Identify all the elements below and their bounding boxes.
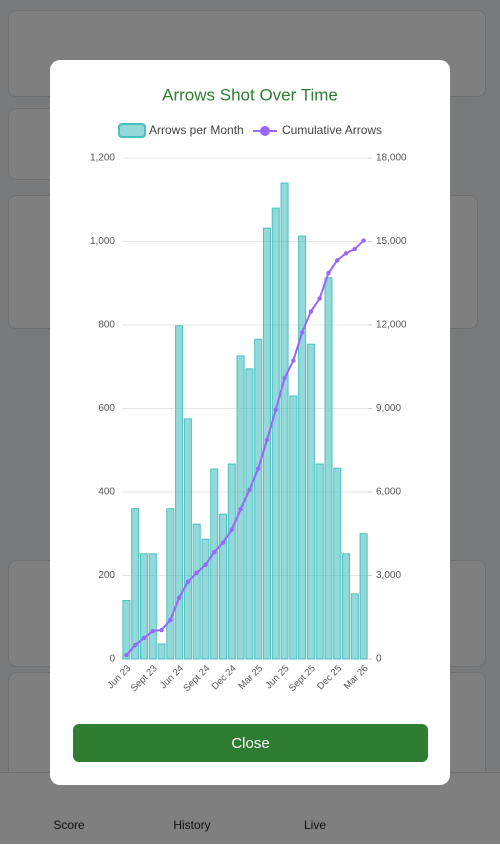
y-tick-label: 0 (109, 654, 115, 665)
cumulative-point (352, 246, 358, 252)
cumulative-point (194, 570, 199, 576)
y2-tick-label: 18,000 (376, 153, 407, 164)
cumulative-point (291, 358, 296, 363)
cumulative-point (343, 251, 349, 256)
cumulative-point (299, 330, 305, 335)
y-tick-label: 800 (98, 320, 115, 331)
bar (201, 538, 210, 660)
cumulative-point (326, 270, 331, 276)
cumulative-point (185, 579, 191, 585)
y-tick-label: 1,000 (90, 236, 115, 247)
cumulative-point (212, 549, 217, 555)
y-tick-label: 200 (98, 570, 115, 581)
bar (139, 553, 148, 660)
cumulative-point (132, 642, 138, 648)
bar (350, 593, 359, 660)
cumulative-point (317, 296, 322, 301)
cumulative-point (220, 540, 226, 545)
cumulative-point (282, 375, 287, 381)
bar (324, 277, 333, 660)
bar (280, 182, 289, 660)
x-tick-label: Dec 24 (210, 663, 239, 692)
x-tick-label: Dec 25 (315, 663, 344, 692)
cumulative-point (238, 507, 243, 512)
cumulative-point (229, 527, 235, 532)
close-button[interactable]: Close (73, 724, 428, 762)
chart-title: Arrows Shot Over Time (162, 85, 338, 104)
bar (210, 468, 219, 660)
cumulative-point (141, 635, 147, 641)
bar (306, 343, 315, 660)
bar (148, 553, 157, 660)
cumulative-line (125, 239, 365, 656)
cumulative-point (308, 309, 314, 314)
y-tick-label: 600 (98, 403, 115, 414)
y2-tick-label: 0 (376, 654, 382, 665)
cumulative-point (176, 595, 182, 601)
bar (131, 508, 140, 660)
bar (183, 418, 192, 660)
bar (333, 467, 342, 660)
y2-tick-label: 6,000 (376, 487, 401, 498)
y-tick-label: 1,200 (90, 153, 115, 164)
legend-label: Arrows per Month (149, 123, 244, 137)
bar (262, 227, 271, 660)
cumulative-point (203, 562, 208, 568)
x-tick-label: Mar 25 (236, 663, 265, 692)
cumulative-point (335, 258, 340, 263)
bar (227, 463, 236, 660)
cumulative-point (168, 617, 173, 623)
bar (219, 513, 228, 660)
y2-tick-label: 15,000 (376, 236, 407, 247)
legend-dot (260, 126, 270, 136)
bar (289, 395, 298, 660)
y2-tick-label: 3,000 (376, 570, 401, 581)
bar (157, 643, 166, 660)
bar (254, 338, 263, 660)
bar (271, 207, 280, 660)
bar (175, 325, 184, 660)
y-tick-label: 400 (98, 487, 115, 498)
bar (342, 553, 351, 660)
cumulative-point (159, 627, 164, 633)
cumulative-point (361, 238, 366, 243)
x-tick-label: Sept 25 (287, 663, 318, 694)
legend-label: Cumulative Arrows (282, 123, 382, 137)
chart-modal: Arrows Shot Over Time 0 200 400 600 800 1,000… (50, 60, 450, 785)
y2-tick-label: 9,000 (376, 403, 401, 414)
chart: Arrows Shot Over Time 0 200 400 600 800 1,000… (90, 85, 407, 694)
cumulative-point (255, 466, 261, 471)
x-tick-label: Sept 23 (129, 663, 160, 694)
legend-swatch (118, 123, 146, 138)
bar (298, 235, 307, 660)
cumulative-point (273, 407, 278, 413)
x-tick-label: Mar 26 (342, 663, 371, 692)
y2-tick-label: 12,000 (376, 320, 407, 331)
bar (192, 523, 201, 660)
x-tick-label: Sept 24 (181, 663, 212, 694)
bar (315, 463, 324, 660)
cumulative-point (150, 628, 155, 634)
bar (122, 600, 131, 660)
cumulative-point (264, 437, 270, 443)
cumulative-point (124, 652, 129, 658)
bar (166, 508, 175, 660)
cumulative-point (247, 487, 252, 493)
bar (359, 533, 368, 660)
bar (245, 368, 254, 660)
